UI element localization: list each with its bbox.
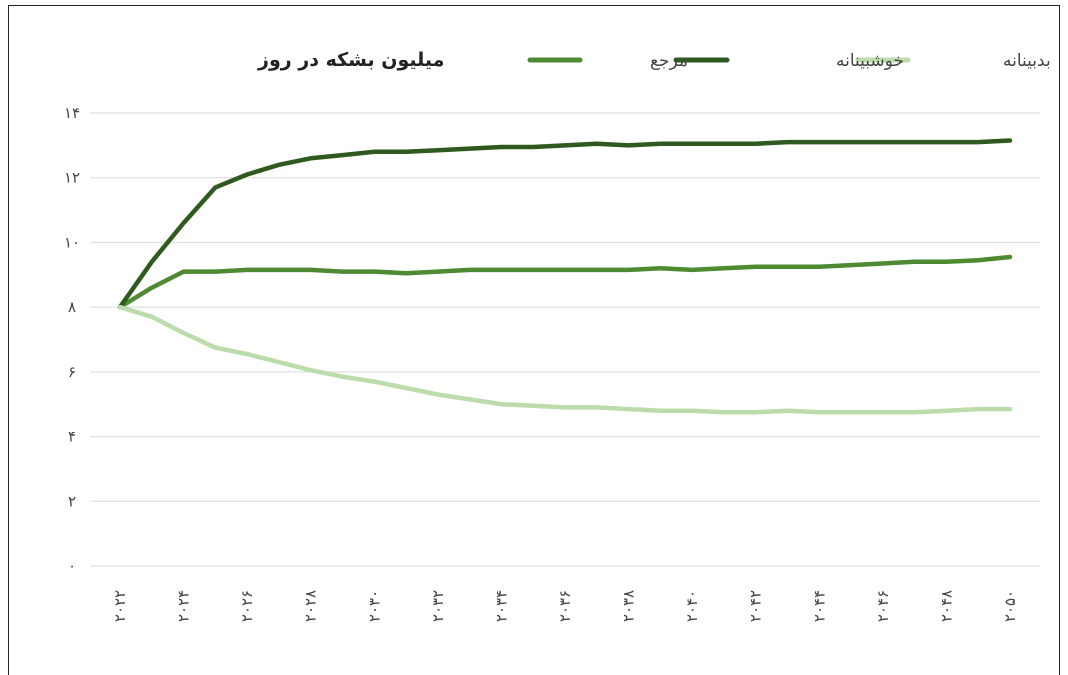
x-tick-label: ۲۰۳۶ (556, 590, 574, 622)
y-tick-label: ۰ (68, 557, 76, 575)
legend: بدبینانه خوشبینانه مرجع (527, 51, 1051, 71)
legend-label: مرجع (650, 51, 688, 71)
series-line (117, 304, 1013, 415)
y-tick-label: ۸ (68, 298, 76, 316)
y-tick-label: ۱۰ (64, 233, 80, 251)
chart-frame (8, 5, 1060, 675)
x-tick-label: ۲۰۴۲ (747, 590, 765, 622)
legend-label: بدبینانه (1003, 51, 1051, 71)
x-tick-label: ۲۰۳۲ (429, 590, 447, 622)
x-tick-label: ۲۰۲۶ (238, 590, 256, 622)
x-tick-label: ۲۰۵۰ (1001, 590, 1019, 622)
x-tick-label: ۲۰۲۸ (302, 590, 320, 622)
x-tick-label: ۲۰۴۰ (683, 590, 701, 622)
x-tick-label: ۲۰۲۲ (111, 590, 129, 622)
y-tick-label: ۱۴ (64, 104, 80, 122)
x-axis: ۲۰۲۲ ۲۰۲۴ ۲۰۲۶ ۲۰۲۸ ۲۰۳۰ ۲۰۳۲ ۲۰۳۴ ۲۰۳۶ ۲۰۳۸ ۲۰۴۰… (111, 590, 1019, 622)
y-tick-label: ۲ (68, 492, 76, 510)
chart-title: میلیون بشکه در روز (257, 49, 444, 71)
y-tick-label: ۱۲ (64, 169, 80, 187)
y-axis: ۰ ۲ ۴ ۶ ۸ ۱۰ ۱۲ ۱۴ (64, 104, 80, 575)
x-tick-label: ۲۰۴۸ (937, 590, 955, 622)
y-tick-label: ۴ (68, 428, 76, 446)
x-tick-label: ۲۰۴۶ (874, 590, 892, 622)
series-lines (117, 138, 1013, 415)
legend-label: خوشبینانه (836, 51, 904, 71)
x-tick-label: ۲۰۲۴ (175, 590, 193, 622)
series-line (117, 254, 1013, 310)
gridlines (90, 112, 1040, 567)
y-tick-label: ۶ (68, 363, 76, 381)
series-line (117, 138, 1013, 310)
x-tick-label: ۲۰۳۸ (620, 590, 638, 622)
x-tick-label: ۲۰۳۰ (365, 590, 383, 622)
x-tick-label: ۲۰۳۴ (492, 590, 510, 622)
x-tick-label: ۲۰۴۴ (810, 590, 828, 622)
